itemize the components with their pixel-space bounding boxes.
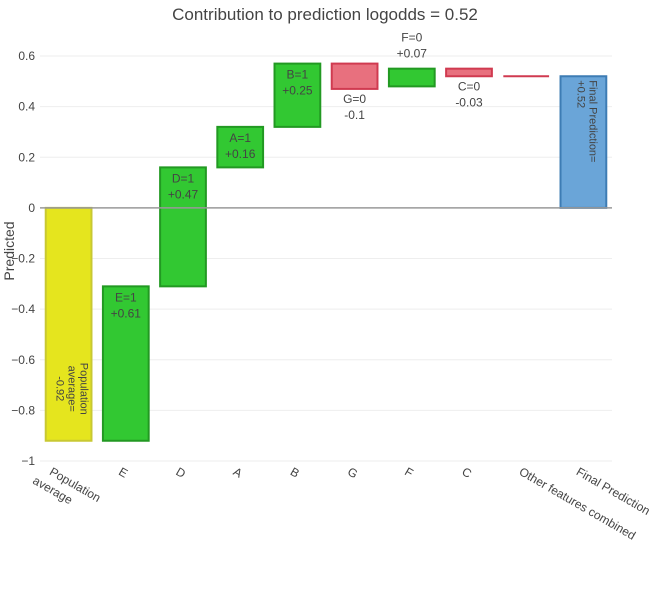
bar-value-label: Final Prediction= (586, 80, 598, 162)
bar-value-label: -0.03 (455, 95, 483, 109)
chart-title: Contribution to prediction logodds = 0.5… (172, 5, 478, 24)
bar-value-label: -0.92 (54, 376, 66, 401)
bar-value-label: +0.16 (225, 147, 256, 161)
bar-value-label: F=0 (401, 31, 422, 45)
y-tick-label: −0.6 (11, 353, 35, 367)
bar-4 (273, 62, 322, 128)
bar-value-label: B=1 (287, 68, 309, 82)
x-tick-label: D (174, 464, 189, 481)
bar-value-label: G=0 (343, 92, 366, 106)
x-tick-label: C (460, 464, 475, 481)
y-tick-label: 0.2 (18, 150, 35, 164)
y-tick-label: −0.4 (11, 302, 35, 316)
x-tick-label: A (231, 464, 245, 480)
y-tick-labels: 0.6 0.4 0.2 0 −0.2 −0.4 −0.6 −0.8 −1 (11, 49, 35, 468)
x-tick-label: B (288, 464, 302, 480)
bar-value-label: C=0 (458, 79, 481, 93)
x-tick-label: F (402, 464, 415, 480)
bar-5 (330, 62, 379, 90)
bar-7 (445, 67, 493, 78)
data-labels-layer: Populationaverage=-0.92 E=1 +0.61 D=1 +0.47 A… (54, 31, 599, 415)
bar-value-label: E=1 (115, 290, 137, 304)
grid-layer (40, 55, 612, 462)
y-tick-label: −0.8 (11, 403, 35, 417)
bar-value-label: -0.1 (344, 108, 365, 122)
x-tick-label: Populationaverage (30, 459, 103, 518)
y-tick-label: 0.4 (18, 100, 35, 114)
bar-3 (216, 125, 265, 169)
y-tick-label: −0.2 (11, 252, 35, 266)
bar-6 (387, 67, 436, 88)
bar-value-label: D=1 (172, 171, 195, 185)
bar-value-label: +0.52 (574, 80, 586, 108)
y-tick-label: 0.6 (18, 49, 35, 63)
bar-2 (159, 166, 207, 288)
y-axis-title: Predicted (1, 221, 17, 280)
bar-value-label: +0.61 (111, 306, 142, 320)
bar-value-label: +0.07 (397, 47, 428, 61)
bar-value-label: +0.25 (282, 84, 313, 98)
y-tick-label: −1 (21, 454, 35, 468)
bar-value-label: +0.47 (168, 187, 199, 201)
bar-value-label: Population (78, 363, 90, 415)
bars-layer (44, 62, 608, 442)
bar-value-label: A=1 (229, 131, 251, 145)
x-tick-label: G (345, 464, 360, 481)
y-tick-label: 0 (28, 201, 35, 215)
x-tick-label: E (116, 464, 130, 480)
bar-value-label: average= (66, 366, 78, 412)
bar-1 (101, 285, 150, 442)
